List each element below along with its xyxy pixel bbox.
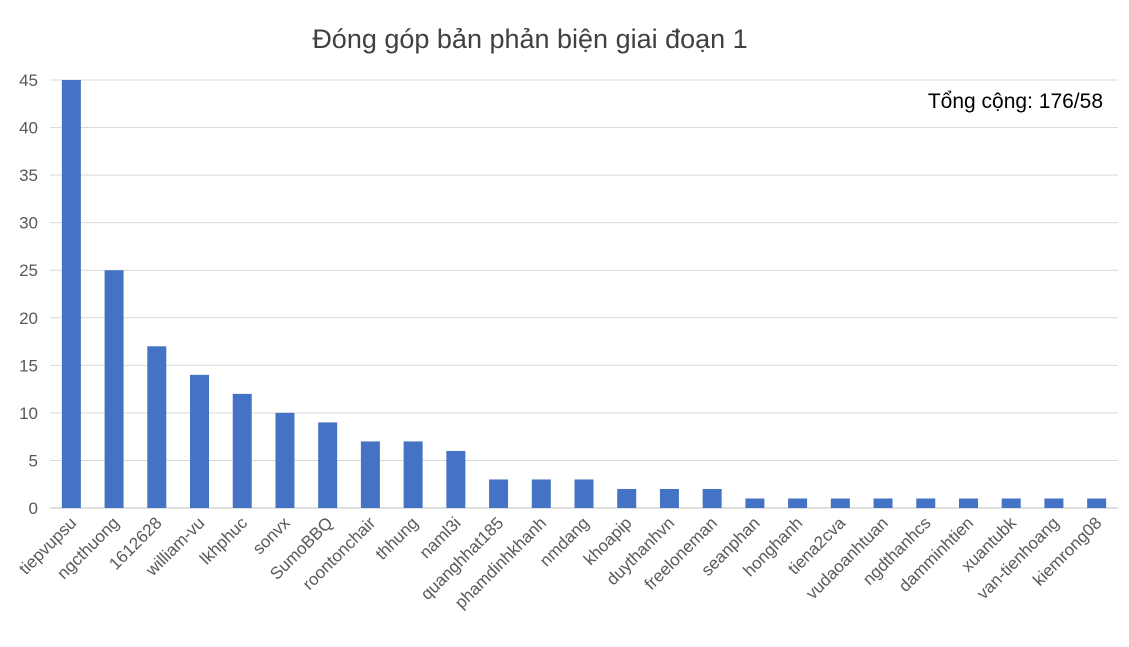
y-tick-label: 40 — [19, 119, 38, 138]
bar-sonvx — [275, 412, 295, 508]
x-tick-label: thhung — [372, 513, 422, 563]
bar-freeloneman — [702, 488, 722, 508]
y-tick-label: 5 — [29, 451, 38, 470]
bar-ngcthuong — [104, 270, 124, 508]
bar-xuantubk — [1001, 498, 1021, 508]
bar-SumoBBQ — [318, 422, 338, 508]
chart-title: Đóng góp bản phản biện giai đoạn 1 — [312, 24, 748, 54]
bar-william-vu — [190, 374, 210, 508]
bar-van-tienhoang — [1044, 498, 1064, 508]
bar-phamdinhkhanh — [531, 479, 551, 508]
bar-naml3i — [446, 450, 466, 508]
y-tick-label: 20 — [19, 309, 38, 328]
bar-ngdthanhcs — [916, 498, 936, 508]
x-tick-label: lkhphuc — [196, 513, 251, 568]
bar-kiemrong08 — [1087, 498, 1107, 508]
bar-seanphan — [745, 498, 765, 508]
bar-1612628 — [147, 346, 167, 508]
bar-lkhphuc — [232, 393, 252, 508]
total-annotation: Tổng cộng: 176/58 — [927, 90, 1103, 113]
bar-nmdang — [574, 479, 594, 508]
bar-honghanh — [788, 498, 808, 508]
y-tick-label: 35 — [19, 166, 38, 185]
y-tick-label: 30 — [19, 214, 38, 233]
bar-roontonchair — [360, 441, 380, 508]
bar-vudaoanhtuan — [873, 498, 893, 508]
bar-thhung — [403, 441, 423, 508]
y-tick-label: 45 — [19, 71, 38, 90]
bar-tiepvupsu — [61, 80, 81, 508]
bar-khoapip — [617, 488, 637, 508]
y-tick-label: 10 — [19, 404, 38, 423]
bar-quanghhat185 — [489, 479, 509, 508]
bar-damminhtien — [958, 498, 978, 508]
y-tick-label: 25 — [19, 261, 38, 280]
y-tick-label: 15 — [19, 356, 38, 375]
bar-tiena2cva — [830, 498, 850, 508]
bar-duythanhvn — [659, 488, 679, 508]
y-tick-label: 0 — [29, 499, 38, 518]
